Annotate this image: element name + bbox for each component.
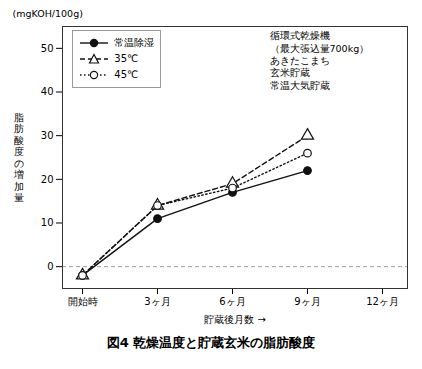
svg-text:40: 40 bbox=[41, 86, 54, 97]
svg-text:0: 0 bbox=[47, 261, 53, 272]
svg-text:循環式乾燥機（最大張込量700kg）あきたこまち玄米貯蔵常温: 循環式乾燥機（最大張込量700kg）あきたこまち玄米貯蔵常温大気貯蔵 bbox=[270, 30, 370, 90]
html-text:35℃: 35℃ bbox=[114, 53, 139, 64]
svg-text:50: 50 bbox=[41, 43, 54, 54]
svg-text:12ヶ月: 12ヶ月 bbox=[366, 296, 399, 307]
svg-text:(mgKOH/100g): (mgKOH/100g) bbox=[13, 8, 83, 19]
html-text:45℃: 45℃ bbox=[114, 69, 139, 80]
svg-text:10: 10 bbox=[41, 217, 54, 228]
svg-text:3ヶ月: 3ヶ月 bbox=[144, 296, 170, 307]
svg-text:9ヶ月: 9ヶ月 bbox=[294, 296, 320, 307]
svg-text:開始時: 開始時 bbox=[68, 296, 98, 307]
svg-text:脂肪酸度の増加量: 脂肪酸度の増加量 bbox=[13, 112, 24, 203]
html-text:図4 乾燥温度と貯蔵玄米の脂肪酸度: 図4 乾燥温度と貯蔵玄米の脂肪酸度 bbox=[106, 335, 316, 350]
html-text:常温除湿: 常温除湿 bbox=[114, 37, 155, 48]
svg-text:20: 20 bbox=[41, 174, 54, 185]
svg-text:貯蔵後月数 →: 貯蔵後月数 → bbox=[204, 314, 266, 325]
svg-text:30: 30 bbox=[41, 130, 54, 141]
svg-text:6ヶ月: 6ヶ月 bbox=[219, 296, 245, 307]
